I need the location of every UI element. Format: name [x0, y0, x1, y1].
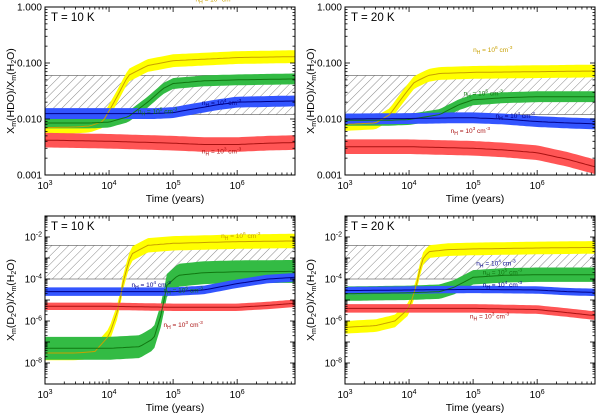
y-tick-label: 10-6 [325, 316, 342, 328]
series-line-green [45, 270, 295, 349]
band-green [45, 260, 295, 360]
panel-title: T = 20 K [351, 221, 395, 233]
density-label-red: nH = 103 cm-3 [163, 320, 203, 331]
panel-title: T = 10 K [51, 221, 95, 233]
series-line-blue [345, 117, 595, 125]
x-tick-label: 105 [166, 389, 181, 401]
x-axis-label: Time (years) [446, 193, 505, 205]
y-axis-label: Xm(D2O)/Xm(H2O) [305, 259, 318, 341]
plot-area [345, 241, 595, 334]
y-tick-label: 10-4 [25, 274, 42, 286]
x-tick-label: 104 [402, 389, 417, 401]
x-axis-label: Time (years) [446, 402, 505, 414]
band-red [45, 299, 295, 311]
x-tick-label: 105 [466, 389, 481, 401]
band-red [45, 132, 295, 152]
series-line-yellow [345, 70, 595, 125]
density-label-blue: nH = 104 cm-3 [483, 280, 523, 291]
series-line-yellow [45, 240, 295, 354]
y-tick-label: 10-4 [325, 274, 342, 286]
x-tick-label: 104 [402, 180, 417, 192]
x-tick-label: 103 [337, 180, 352, 192]
series-line-red [345, 146, 595, 168]
series-line-green [345, 96, 595, 121]
x-tick-label: 104 [102, 389, 117, 401]
y-tick-label: 10-8 [325, 358, 342, 370]
band-red [345, 139, 595, 175]
x-axis-label: Time (years) [146, 402, 205, 414]
y-tick-label: 10-6 [25, 316, 42, 328]
chart-panel-1: 103 104 105 106 0.001 0.010 0.100 1.000 T = 10 K… [5, 0, 296, 205]
y-tick-label: 1.000 [17, 3, 42, 14]
panel-title: T = 20 K [351, 12, 395, 24]
series-line-yellow [345, 246, 595, 328]
density-label-blue: nH = 104 cm-3 [202, 98, 242, 109]
x-tick-label: 103 [37, 389, 52, 401]
density-label-blue: nH = 104 cm-3 [496, 111, 536, 122]
series-line-red [45, 139, 295, 145]
series-line-blue [345, 288, 595, 293]
x-tick-label: 106 [530, 389, 545, 401]
plot-area [345, 64, 595, 175]
density-label-green: nH = 105 cm-3 [138, 106, 178, 117]
x-tick-label: 106 [230, 389, 245, 401]
density-label-red: nH = 103 cm-3 [470, 311, 510, 322]
chart-panel-3: 103 104 105 106 10-8 10-6 10-4 10-2 T = 10 K Time… [5, 215, 296, 414]
x-tick-label: 104 [102, 180, 117, 192]
density-label-red: nH = 103 cm-3 [202, 147, 242, 158]
density-label-green: nH = 105 cm-3 [163, 286, 203, 297]
x-tick-label: 106 [530, 180, 545, 192]
band-blue [345, 112, 595, 130]
density-label-blue: nH = 104 cm-3 [131, 280, 171, 291]
plot-area [45, 50, 295, 152]
series-line-green [345, 274, 595, 295]
y-tick-label: 10-2 [25, 232, 42, 244]
y-tick-label: 10-8 [25, 358, 42, 370]
plot-area [45, 233, 295, 361]
series-line-red [45, 302, 295, 308]
density-label-green: nH = 105 cm-3 [463, 88, 503, 99]
y-tick-label: 0.001 [317, 171, 342, 182]
y-axis-label: Xm(D2O)/Xm(H2O) [5, 259, 18, 341]
panel-title: T = 10 K [51, 12, 95, 24]
x-axis-label: Time (years) [146, 193, 205, 205]
x-tick-label: 103 [37, 180, 52, 192]
chart-panel-2: 103 104 105 106 0.001 0.010 0.100 1.000 T = 20 K… [305, 3, 596, 205]
chart-panel-4: 103 104 105 106 10-8 10-6 10-4 10-2 T = 20 K Time… [305, 215, 596, 414]
density-label-red: nH = 103 cm-3 [451, 126, 491, 137]
y-tick-label: 0.100 [317, 59, 342, 70]
y-tick-label: 0.010 [317, 115, 342, 126]
series-line-yellow [45, 56, 295, 129]
x-tick-label: 105 [466, 180, 481, 192]
series-line-blue [45, 100, 295, 115]
density-label-blue: nH = 104 cm-3 [476, 258, 516, 269]
y-tick-label: 1.000 [317, 3, 342, 14]
y-axis-label: Xm(HDO)/Xm(H2O) [5, 48, 18, 134]
band-blue [345, 285, 595, 297]
x-tick-label: 105 [166, 180, 181, 192]
series-line-blue [45, 276, 295, 293]
y-tick-label: 0.001 [17, 171, 42, 182]
density-label-yellow: nH = 106 cm-3 [196, 0, 236, 5]
density-label-yellow: nH = 106 cm-3 [221, 231, 261, 242]
density-label-yellow: nH = 106 cm-3 [473, 45, 513, 56]
y-tick-label: 0.100 [17, 59, 42, 70]
density-label-green: nH = 105 cm-3 [483, 267, 523, 278]
x-tick-label: 106 [230, 180, 245, 192]
x-tick-label: 103 [337, 389, 352, 401]
series-line-red [345, 307, 595, 317]
band-blue [45, 273, 295, 296]
y-tick-label: 10-2 [325, 232, 342, 244]
y-tick-label: 0.010 [17, 115, 42, 126]
y-axis-label: Xm(HDO)/Xm(H2O) [305, 48, 318, 134]
series-line-green [45, 78, 295, 124]
